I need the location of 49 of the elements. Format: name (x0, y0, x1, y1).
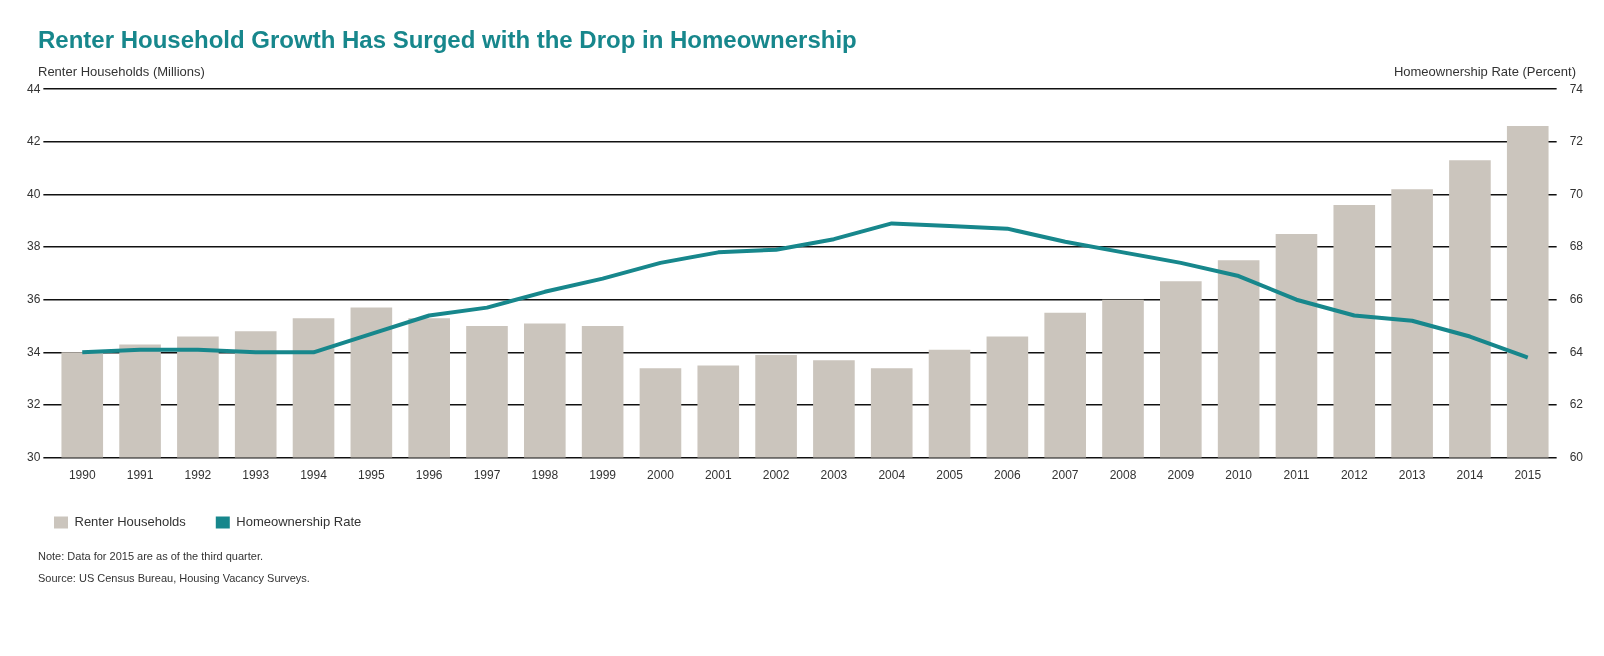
x-tick-label: 2004 (878, 468, 906, 483)
y2-tick-label: 74 (1569, 81, 1584, 96)
x-tick-label: 2001 (704, 468, 732, 483)
x-tick-label: 2013 (1398, 468, 1426, 483)
legend-label: Renter Households (74, 514, 187, 530)
y2-tick-label: 64 (1569, 344, 1584, 359)
y-tick-label: 32 (26, 397, 41, 412)
x-tick-label: 2009 (1167, 468, 1195, 483)
x-tick-label: 2008 (1109, 468, 1137, 483)
x-tick-label: 1990 (68, 468, 96, 483)
x-tick-label: 1993 (242, 468, 270, 483)
x-tick-label: 2002 (762, 468, 790, 483)
y-tick-label: 38 (26, 239, 41, 254)
x-tick-label: 2010 (1225, 468, 1253, 483)
y-axis-title: Renter Households (Millions) (38, 64, 205, 79)
y-tick-label: 30 (26, 449, 41, 464)
legend-label: Homeownership Rate (236, 514, 362, 530)
x-tick-label: 1994 (300, 468, 328, 483)
text: Note: Data for 2015 are as of the third quarter. (38, 549, 265, 564)
y2-tick-label: 62 (1569, 397, 1584, 412)
x-tick-label: 2000 (647, 468, 675, 483)
x-tick-label: 2012 (1340, 468, 1368, 483)
x-tick-label: 1992 (184, 468, 212, 483)
x-tick-label: 1996 (415, 468, 443, 483)
x-tick-label: 1991 (126, 468, 154, 483)
x-tick-label: 2007 (1051, 468, 1079, 483)
y-tick-label: 40 (26, 186, 41, 201)
x-tick-label: 2014 (1456, 468, 1484, 483)
x-tick-label: 1999 (589, 468, 617, 483)
source-note: Source: US Census Bureau, Housing Vacancy Surveys. (38, 571, 311, 586)
y2-tick-label: 68 (1569, 239, 1584, 254)
y2-tick-label: 66 (1569, 292, 1584, 307)
y-tick-label: 44 (26, 81, 41, 96)
y-tick-label: 34 (26, 344, 41, 359)
x-tick-label: 2006 (994, 468, 1022, 483)
x-tick-label: 2011 (1283, 468, 1310, 483)
x-tick-label: 2005 (936, 468, 964, 483)
chart-title: Renter Household Growth Has Surged with the Drop in Homeownership (37, 25, 858, 55)
x-tick-label: 2015 (1514, 468, 1542, 483)
y2-tick-label: 72 (1569, 134, 1584, 149)
y2-tick-label: 60 (1569, 449, 1584, 464)
y-tick-label: 42 (26, 134, 41, 149)
x-tick-label: 1998 (531, 468, 559, 483)
x-tick-label: 1995 (358, 468, 386, 483)
y2-tick-label: 70 (1569, 186, 1584, 201)
y-tick-label: 36 (26, 292, 41, 307)
x-tick-label: 2003 (820, 468, 848, 483)
x-tick-label: 1997 (473, 468, 501, 483)
y2-axis-title: Homeownership Rate (Percent) (1393, 64, 1576, 79)
